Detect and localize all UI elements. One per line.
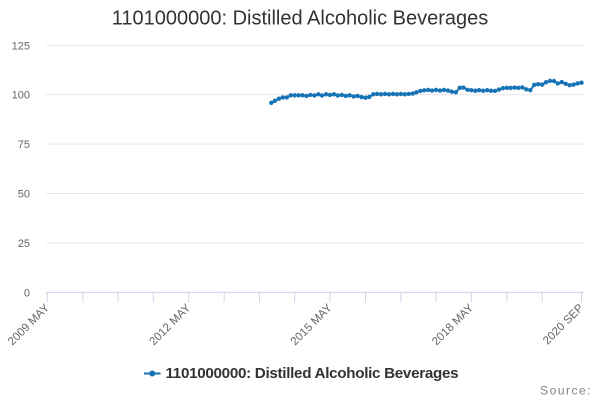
svg-text:125: 125 <box>12 40 30 52</box>
svg-text:25: 25 <box>18 238 30 250</box>
svg-text:1101000000: Distilled Alcoholi: 1101000000: Distilled Alcoholic Beverage… <box>166 365 459 382</box>
svg-text:75: 75 <box>18 139 30 151</box>
svg-text:1101000000: Distilled Alcoholi: 1101000000: Distilled Alcoholic Beverage… <box>112 8 489 30</box>
svg-text:0: 0 <box>24 287 30 299</box>
svg-text:50: 50 <box>18 189 30 201</box>
svg-text:100: 100 <box>12 90 30 102</box>
svg-text:Source:: Source: <box>540 384 592 398</box>
